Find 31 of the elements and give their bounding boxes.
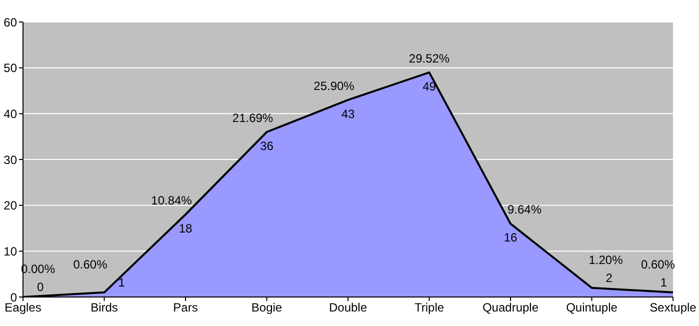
x-tick-label: Quadruple <box>482 300 539 315</box>
y-tick-label: 20 <box>4 198 18 213</box>
data-label: 0 <box>37 280 44 294</box>
x-tick-label: Quintuple <box>566 300 618 315</box>
y-tick-label: 40 <box>4 106 18 121</box>
y-tick-label: 50 <box>4 61 18 76</box>
annotation: 10.84% <box>151 194 192 208</box>
data-label: 43 <box>341 106 355 121</box>
x-tick-label: Sextuple <box>650 300 697 315</box>
annotation: 1.20% <box>588 252 624 267</box>
data-label: 1 <box>118 275 126 290</box>
data-label: 1 <box>660 275 668 290</box>
x-tick-label: Birds <box>90 300 118 315</box>
annotation: 21.69% <box>232 111 274 125</box>
y-tick-label: 10 <box>4 244 18 258</box>
data-label: 49 <box>422 79 436 94</box>
y-tick-label: 30 <box>4 152 18 167</box>
data-label: 36 <box>260 139 274 153</box>
annotation: 25.90% <box>314 78 355 93</box>
data-label: 18 <box>178 222 192 236</box>
x-tick-label: Double <box>328 300 368 315</box>
annotation: 0.60% <box>640 257 676 272</box>
annotation: 29.52% <box>408 51 450 66</box>
annotation: 0.60% <box>73 257 108 272</box>
data-label: 16 <box>504 230 518 245</box>
data-label: 2 <box>606 270 613 285</box>
annotation: 9.64% <box>507 202 542 217</box>
y-tick-label: 60 <box>4 15 18 30</box>
x-tick-label: Bogie <box>251 300 282 315</box>
x-tick-label: Triple <box>414 300 444 315</box>
x-tick-label: Pars <box>173 300 198 315</box>
